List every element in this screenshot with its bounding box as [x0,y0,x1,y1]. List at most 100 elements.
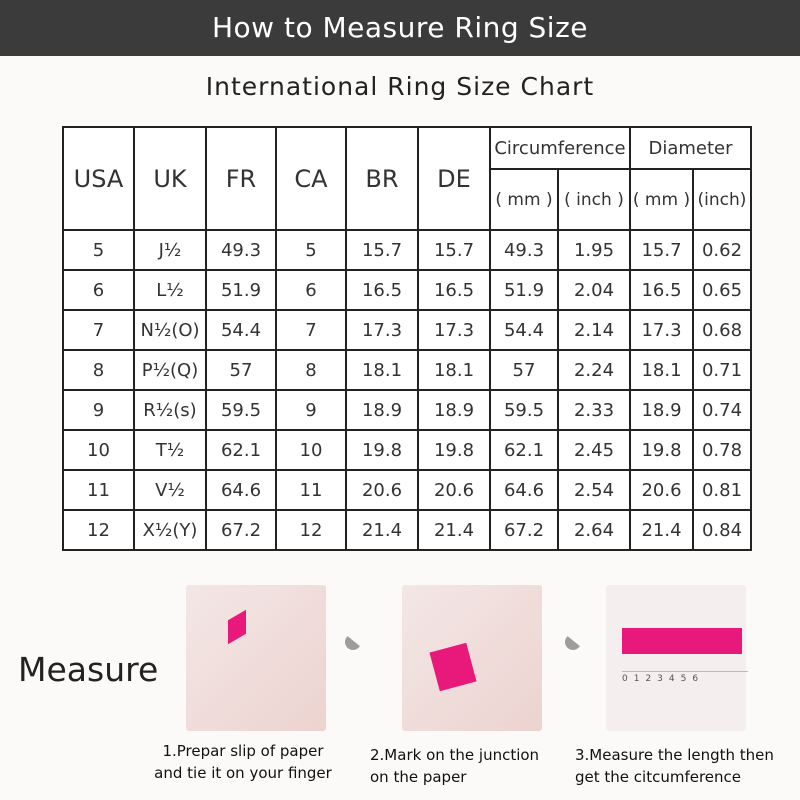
table-cell: 15.7 [345,229,419,271]
table-cell: 12 [62,509,135,551]
table-cell: 9 [275,389,347,431]
table-cell: 8 [275,349,347,391]
table-cell: 67.2 [205,509,277,551]
caption-line: 2.Mark on the junction [370,746,540,764]
caption-line: on the paper [370,768,467,786]
table-cell: 17.3 [345,309,419,351]
paper-strip [429,642,477,692]
table-cell: 18.9 [629,389,694,431]
table-cell: 19.8 [417,429,491,471]
table-cell: R½(s) [133,389,207,431]
caption-line: get the citcumference [575,768,742,786]
table-cell: 0.68 [692,309,752,351]
column-header: CA [275,126,347,231]
table-cell: 49.3 [205,229,277,271]
table-cell: 0.84 [692,509,752,551]
table-cell: 21.4 [345,509,419,551]
table-cell: 11 [275,469,347,511]
arrow-icon [345,634,361,660]
table-cell: 2.54 [557,469,631,511]
table-cell: 0.81 [692,469,752,511]
column-header: USA [62,126,135,231]
table-cell: 17.3 [417,309,491,351]
unit-header: ( mm ) [489,168,559,231]
table-cell: 15.7 [417,229,491,271]
table-cell: 62.1 [205,429,277,471]
table-cell: 18.1 [345,349,419,391]
caption-line: 3.Measure the length then [575,746,774,764]
table-cell: 5 [275,229,347,271]
table-cell: 12 [275,509,347,551]
table-cell: 19.8 [629,429,694,471]
table-cell: 2.14 [557,309,631,351]
table-row: 8 P½(Q) 57 8 18.1 18.1 57 2.24 18.1 0.71 [62,349,752,391]
table-cell: P½(Q) [133,349,207,391]
table-cell: 0.74 [692,389,752,431]
table-cell: 9 [62,389,135,431]
table-row: 10 T½ 62.1 10 19.8 19.8 62.1 2.45 19.8 0.78 [62,429,752,471]
column-header: UK [133,126,207,231]
table-cell: 2.33 [557,389,631,431]
unit-header: ( inch ) [557,168,631,231]
table-cell: 8 [62,349,135,391]
table-cell: 51.9 [489,269,559,311]
table-row: 11 V½ 64.6 11 20.6 20.6 64.6 2.54 20.6 0.81 [62,469,752,511]
unit-header: ( mm ) [629,168,694,231]
table-cell: 54.4 [489,309,559,351]
table-cell: 2.64 [557,509,631,551]
column-header: BR [345,126,419,231]
table-cell: 0.78 [692,429,752,471]
table-cell: 20.6 [345,469,419,511]
table-cell: 6 [275,269,347,311]
table-cell: J½ [133,229,207,271]
table-cell: N½(O) [133,309,207,351]
table-cell: 64.6 [489,469,559,511]
arrow-icon [565,634,581,660]
table-cell: 17.3 [629,309,694,351]
table-cell: V½ [133,469,207,511]
table-cell: L½ [133,269,207,311]
table-cell: 18.9 [417,389,491,431]
table-cell: 16.5 [345,269,419,311]
table-cell: 18.9 [345,389,419,431]
table-cell: T½ [133,429,207,471]
table-cell: 51.9 [205,269,277,311]
table-cell: 54.4 [205,309,277,351]
table-cell: 2.45 [557,429,631,471]
table-cell: 20.6 [629,469,694,511]
table-cell: 21.4 [629,509,694,551]
step2-photo-marking [402,585,542,731]
table-row: 6 L½ 51.9 6 16.5 16.5 51.9 2.04 16.5 0.65 [62,269,752,311]
step1-caption: 1.Prepar slip of paper and tie it on you… [140,740,346,784]
table-cell: 64.6 [205,469,277,511]
table-cell: X½(Y) [133,509,207,551]
group-header: Circumference [489,126,631,170]
step3-caption: 3.Measure the length then get the citcum… [575,744,774,788]
table-cell: 0.62 [692,229,752,271]
table-cell: 21.4 [417,509,491,551]
step2-caption: 2.Mark on the junction on the paper [370,744,539,788]
table-row: 7 N½(O) 54.4 7 17.3 17.3 54.4 2.14 17.3 0.68 [62,309,752,351]
table-cell: 0.65 [692,269,752,311]
table-cell: 59.5 [489,389,559,431]
step3-photo-ruler: 0123456 [606,585,748,731]
caption-line: 1.Prepar slip of paper [162,742,324,760]
table-cell: 2.04 [557,269,631,311]
table-cell: 1.95 [557,229,631,271]
table-cell: 62.1 [489,429,559,471]
table-cell: 2.24 [557,349,631,391]
table-cell: 16.5 [629,269,694,311]
measure-label: Measure [18,650,159,689]
table-cell: 59.5 [205,389,277,431]
step1-photo-hand-with-paper [186,585,326,731]
ruler: 0123456 [622,671,748,684]
table-cell: 67.2 [489,509,559,551]
title-banner: How to Measure Ring Size [0,0,800,56]
table-cell: 7 [62,309,135,351]
table-row: 9 R½(s) 59.5 9 18.9 18.9 59.5 2.33 18.9 0.74 [62,389,752,431]
chart-subtitle: International Ring Size Chart [205,72,595,101]
table-row: 12 X½(Y) 67.2 12 21.4 21.4 67.2 2.64 21.4 0.84 [62,509,752,551]
table-cell: 57 [489,349,559,391]
table-cell: 20.6 [417,469,491,511]
column-header: FR [205,126,277,231]
